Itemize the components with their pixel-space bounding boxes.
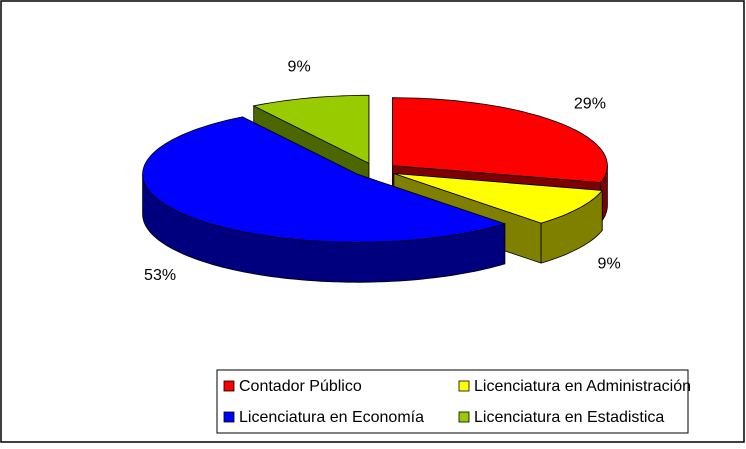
legend-swatch [458,411,470,423]
legend-box [216,369,689,434]
slice [393,173,604,224]
legend-swatch [458,380,470,392]
data-label: 9% [598,256,621,273]
slice [252,94,370,164]
legend-label: Licenciatura en Economía [239,409,424,426]
legend-swatch [223,411,235,423]
data-label: 9% [288,59,311,76]
legend-label: Licenciatura en Administración [474,378,691,395]
legend-swatch [223,380,235,392]
legend-label: Licenciatura en Estadistica [474,409,664,426]
slice [392,97,608,184]
data-label: 29% [574,96,606,113]
slice [142,116,507,243]
legend-label: Contador Público [239,378,362,395]
data-label: 53% [144,267,176,284]
